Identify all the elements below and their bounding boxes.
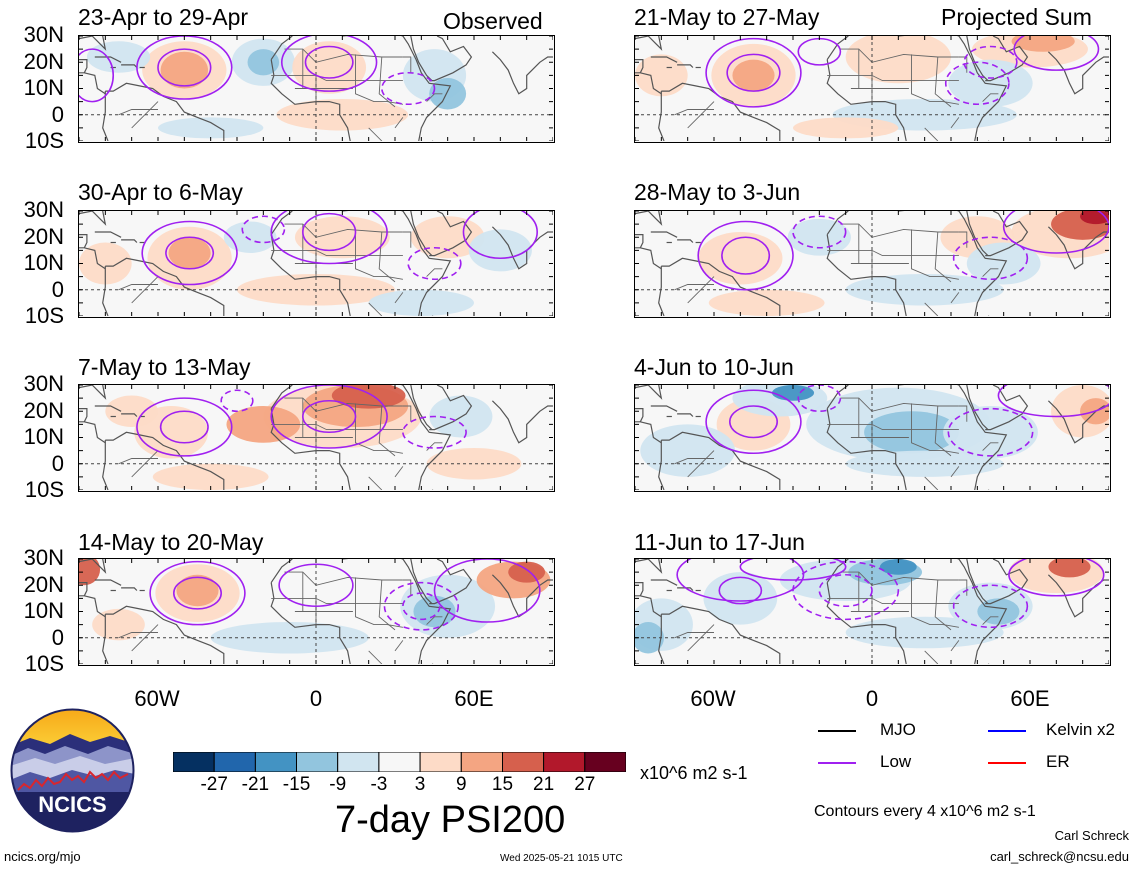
lat-label-0-row1: 0 <box>51 101 64 127</box>
colorbar-box-8 <box>460 751 503 773</box>
panel-title-8: 11-Jun to 17-Jun <box>634 529 805 555</box>
colorbar-box-10 <box>543 751 586 773</box>
lat-label-20n-row1: 20N <box>23 48 64 74</box>
ncics-logo: NCICS <box>10 708 135 833</box>
lat-label-0-row3: 0 <box>51 450 64 476</box>
colorbar <box>172 751 627 773</box>
projected-sum-label: Projected Sum <box>941 4 1092 30</box>
colorbar-box-5 <box>337 751 380 773</box>
legend-line-er <box>988 762 1026 764</box>
colorbar-box-3 <box>254 751 298 773</box>
lat-label-0-row4: 0 <box>51 624 64 650</box>
lat-label-20n-row3: 20N <box>23 397 64 423</box>
colorbar-tick-label: 15 <box>491 774 514 795</box>
panel-title-3: 7-May to 13-May <box>78 354 251 380</box>
legend-line-kelvin <box>988 730 1026 732</box>
ncics-logo-graphic: NCICS <box>10 708 135 833</box>
lat-label-10s-row1: 10S <box>24 128 64 153</box>
colorbar-tick-label: -3 <box>370 774 388 795</box>
lon-label-60w-right: 60W <box>690 686 736 711</box>
colorbar-box-6 <box>378 751 421 773</box>
panel-title-6: 28-May to 3-Jun <box>634 179 801 205</box>
legend-label-er: ER <box>1046 752 1070 771</box>
plot-title: 7-day PSI200 <box>335 799 566 841</box>
panel-title-7: 4-Jun to 10-Jun <box>634 354 794 380</box>
lon-label-0-right: 0 <box>865 686 879 711</box>
legend-label-kelvin: Kelvin x2 <box>1046 720 1115 739</box>
lat-label-20n-row2: 20N <box>23 223 64 249</box>
lat-label-10n-row2: 10N <box>23 250 64 275</box>
colorbar-tick-label: 27 <box>574 774 596 795</box>
map-panel-8 <box>634 558 1111 666</box>
colorbar-tick-label: 3 <box>414 774 426 795</box>
lon-label-60e-left: 60E <box>454 686 494 711</box>
colorbar-tick-label: 21 <box>533 774 555 795</box>
observed-label: Observed <box>443 8 543 34</box>
lat-label-10n-row1: 10N <box>23 75 64 100</box>
ncics-logo-text: NCICS <box>38 792 106 817</box>
lat-label-30n-row2: 30N <box>23 197 64 222</box>
colorbar-box-2 <box>213 751 256 773</box>
lat-label-10s-row2: 10S <box>24 303 64 328</box>
footer-author: Carl Schreck <box>1054 828 1129 843</box>
lat-label-10s-row3: 10S <box>24 477 64 502</box>
lon-label-0-left: 0 <box>309 686 323 711</box>
colorbar-tick-label: -21 <box>241 774 270 795</box>
colorbar-box-11 <box>584 751 627 773</box>
footer-email: carl_schreck@ncsu.edu <box>990 849 1129 864</box>
lat-label-30n-row1: 30N <box>23 22 64 47</box>
legend-label-mjo: MJO <box>880 720 916 739</box>
footer-site: ncics.org/mjo <box>4 849 81 864</box>
map-panel-6 <box>634 210 1111 318</box>
colorbar-box-9 <box>502 751 545 773</box>
legend-label-low: Low <box>880 752 912 771</box>
lat-label-10n-row4: 10N <box>23 598 64 623</box>
colorbar-tick-label: -15 <box>282 774 311 795</box>
legend-line-mjo <box>818 730 856 732</box>
lat-label-20n-row4: 20N <box>23 571 64 597</box>
panel-title-2: 30-Apr to 6-May <box>78 179 243 205</box>
map-panel-4 <box>78 558 555 666</box>
map-panel-5 <box>634 35 1111 143</box>
colorbar-box-4 <box>296 751 339 773</box>
map-panel-1 <box>78 35 555 143</box>
panel-title-5: 21-May to 27-May <box>634 4 820 30</box>
colorbar-units: x10^6 m2 s-1 <box>640 763 748 783</box>
lat-label-30n-row4: 30N <box>23 545 64 570</box>
footer-timestamp: Wed 2025-05-21 1015 UTC <box>500 853 623 864</box>
colorbar-tick-label: -9 <box>329 774 347 795</box>
colorbar-tick-label: 9 <box>455 774 467 795</box>
colorbar-box-1 <box>172 751 215 773</box>
contour-note: Contours every 4 x10^6 m2 s-1 <box>814 803 1036 820</box>
map-panel-7 <box>634 384 1111 492</box>
colorbar-box-7 <box>419 751 462 773</box>
lat-label-0-row2: 0 <box>51 276 64 302</box>
lon-label-60e-right: 60E <box>1010 686 1050 711</box>
lat-label-10s-row4: 10S <box>24 651 64 676</box>
legend-line-low <box>818 762 856 764</box>
lon-label-60w-left: 60W <box>134 686 180 711</box>
lat-label-30n-row3: 30N <box>23 371 64 396</box>
lat-label-10n-row3: 10N <box>23 424 64 449</box>
panel-title-1: 23-Apr to 29-Apr <box>78 4 249 30</box>
panel-title-4: 14-May to 20-May <box>78 529 264 555</box>
map-panel-2 <box>78 210 555 318</box>
colorbar-tick-label: -27 <box>200 774 228 795</box>
map-panel-3 <box>78 384 555 492</box>
